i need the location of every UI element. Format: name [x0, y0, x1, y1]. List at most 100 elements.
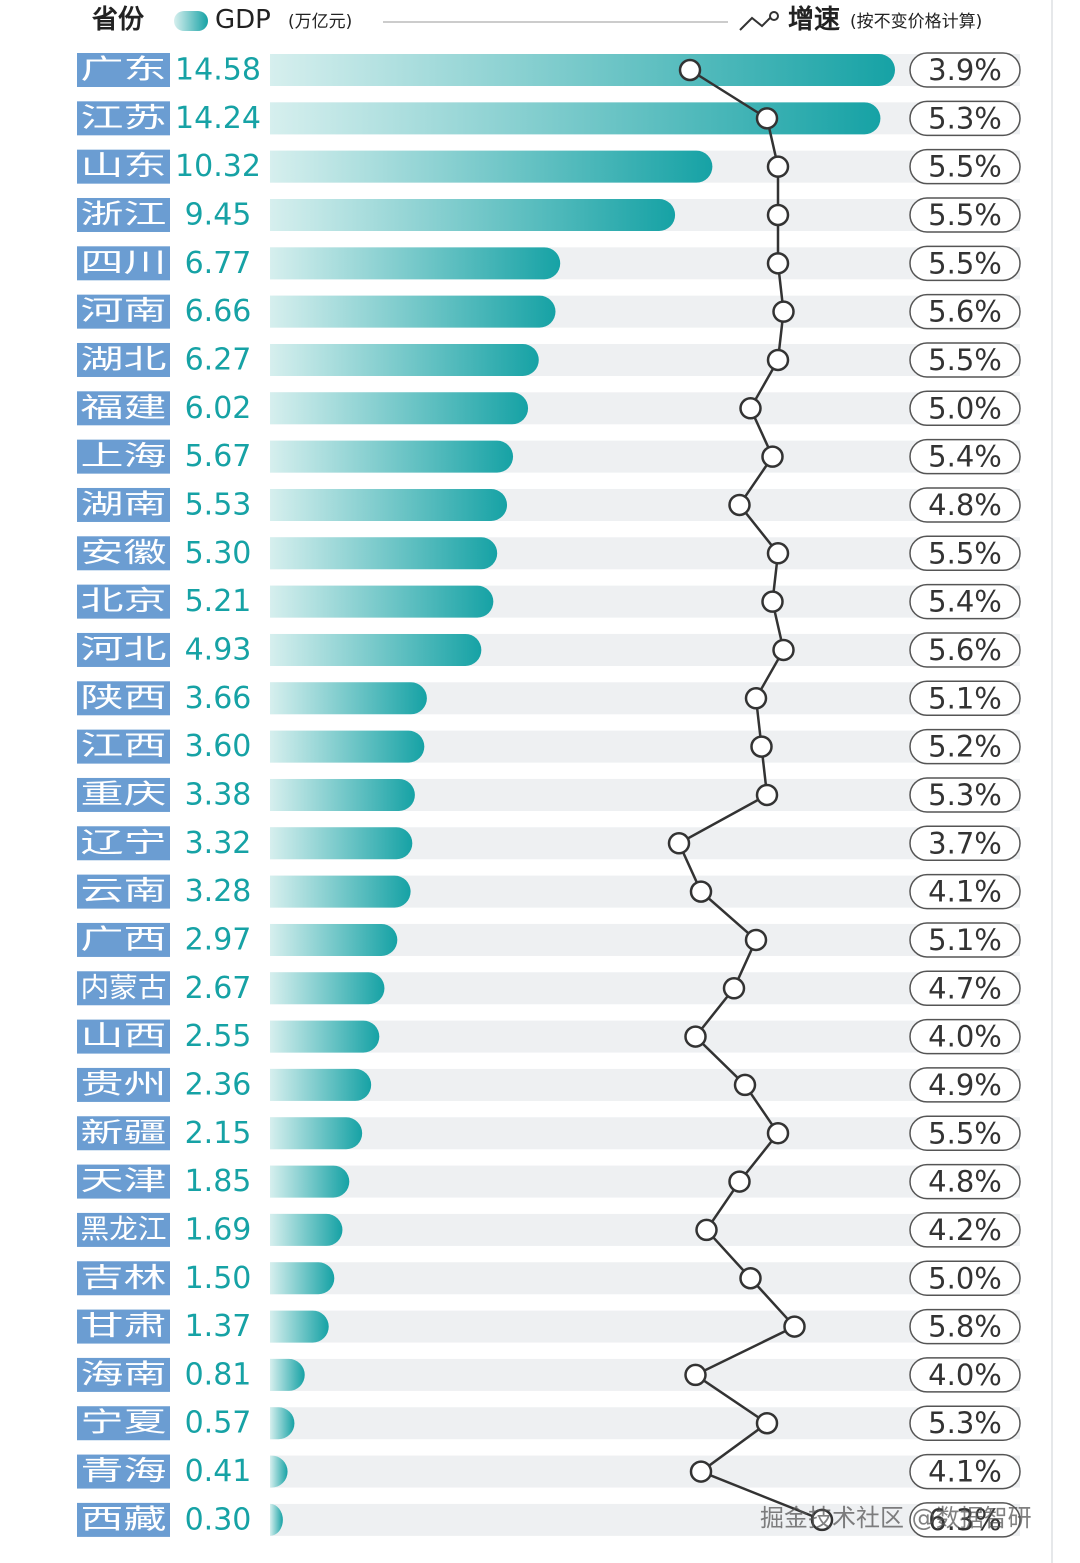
growth-pill: [909, 1115, 1021, 1152]
category-label: 甘肃: [81, 1311, 167, 1342]
growth-point: [755, 783, 779, 807]
growth-label: 4.8%: [928, 1165, 1002, 1199]
value-label: 6.02: [185, 391, 252, 426]
bar: [270, 585, 494, 618]
growth-point: [766, 348, 790, 372]
growth-pill: [909, 583, 1021, 620]
category-axis-label: 省份: [91, 5, 144, 35]
growth-label: 6.3%: [928, 1503, 1002, 1537]
value-label: 6.27: [185, 342, 252, 377]
growth-pill: [909, 1163, 1021, 1200]
category-label: 贵州: [81, 1069, 167, 1100]
value-label: 3.66: [185, 681, 252, 716]
value-label: 1.50: [185, 1261, 252, 1296]
bar: [270, 875, 411, 908]
category-label: 吉林: [81, 1263, 167, 1294]
growth-pill: [909, 873, 1021, 910]
category-box: [77, 1261, 170, 1296]
bar: [270, 440, 514, 473]
value-label: 0.30: [185, 1502, 252, 1537]
category-box: [77, 149, 170, 184]
value-label: 2.36: [185, 1067, 252, 1102]
bar: [270, 682, 427, 715]
growth-point: [810, 1508, 834, 1532]
growth-point: [761, 445, 784, 468]
category-box: [77, 777, 170, 812]
growth-label: 3.7%: [928, 826, 1002, 860]
bar: [270, 54, 895, 86]
growth-point: [750, 735, 773, 758]
bar: [270, 1020, 380, 1053]
bar: [270, 633, 482, 666]
value-label: 0.81: [185, 1357, 252, 1392]
value-label: 14.58: [175, 53, 261, 88]
bar: [270, 778, 415, 811]
growth-pill: [909, 1357, 1021, 1393]
growth-pill: [909, 390, 1021, 427]
value-label: 0.57: [185, 1406, 252, 1441]
bar: [270, 392, 529, 425]
growth-pill: [909, 1260, 1021, 1296]
growth-point: [761, 590, 784, 613]
value-label: 3.28: [185, 874, 252, 909]
value-label: 3.32: [185, 826, 252, 861]
category-box: [77, 1502, 170, 1537]
growth-pill: [909, 680, 1021, 717]
growth-label: 4.1%: [928, 875, 1002, 909]
category-box: [77, 53, 170, 87]
growth-point: [744, 928, 768, 952]
growth-point: [689, 880, 713, 903]
growth-pill: [909, 1405, 1021, 1441]
growth-label: 5.4%: [928, 585, 1002, 619]
value-label: 1.37: [185, 1309, 252, 1344]
category-label: 内蒙古: [81, 973, 167, 1004]
growth-label: 5.5%: [928, 246, 1002, 280]
category-label: 天津: [81, 1166, 167, 1197]
category-label: 黑龙江: [81, 1214, 167, 1245]
value-label: 3.60: [185, 729, 252, 764]
growth-pill: [909, 52, 1021, 88]
growth-pill: [909, 1308, 1021, 1345]
growth-point: [733, 1073, 757, 1097]
category-box: [77, 246, 170, 281]
growth-point: [722, 977, 746, 1000]
growth-pill: [909, 777, 1021, 813]
growth-point: [689, 1460, 713, 1483]
category-box: [77, 971, 170, 1006]
growth-label: 4.1%: [928, 1455, 1002, 1489]
value-label: 2.55: [185, 1019, 252, 1054]
legend-label: GDP: [215, 5, 271, 35]
category-box: [77, 632, 170, 667]
row-stripe: [270, 1262, 1020, 1295]
category-box: [77, 487, 170, 522]
growth-pill: [909, 535, 1021, 572]
bar: [270, 295, 556, 328]
category-label: 海南: [81, 1359, 167, 1390]
value-label: 1.85: [185, 1164, 252, 1199]
category-label: 湖北: [81, 344, 167, 375]
growth-label: 5.4%: [928, 440, 1002, 474]
growth-label: 3.9%: [928, 53, 1002, 87]
bar: [270, 1165, 350, 1198]
row-stripe: [270, 1310, 1020, 1343]
category-box: [77, 1454, 170, 1489]
bar: [270, 198, 676, 231]
category-box: [77, 1164, 170, 1199]
category-label: 广西: [81, 924, 167, 955]
row-stripe: [270, 1213, 1020, 1246]
growth-pill: [909, 293, 1021, 330]
bar: [270, 150, 713, 183]
growth-point: [678, 58, 702, 82]
category-label: 河南: [81, 296, 167, 327]
growth-pill: [909, 632, 1021, 668]
legend-line-icon: [739, 15, 773, 31]
category-label: 湖南: [81, 489, 167, 520]
bar: [270, 343, 539, 376]
bar: [270, 1503, 283, 1536]
category-label: 新疆: [81, 1118, 167, 1149]
growth-pill: [909, 922, 1021, 958]
growth-pill: [909, 1212, 1021, 1248]
row-stripe: [270, 1117, 1020, 1150]
category-box: [77, 1357, 170, 1392]
category-label: 辽宁: [81, 828, 167, 859]
